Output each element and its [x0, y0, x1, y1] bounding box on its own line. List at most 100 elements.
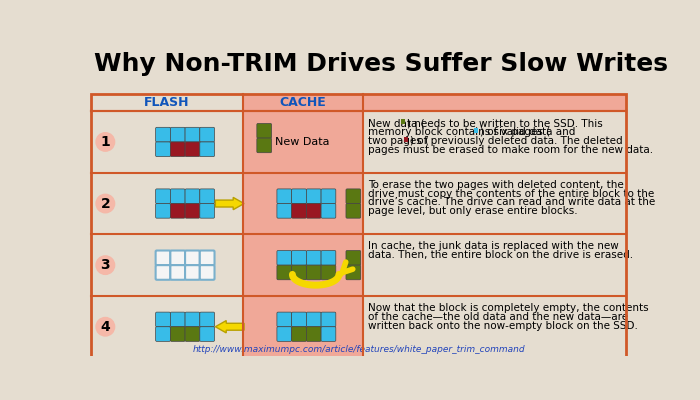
- FancyBboxPatch shape: [155, 204, 170, 218]
- FancyBboxPatch shape: [185, 250, 200, 265]
- Text: 4: 4: [101, 320, 110, 334]
- FancyBboxPatch shape: [277, 189, 292, 204]
- Text: Why Non-TRIM Drives Suffer Slow Writes: Why Non-TRIM Drives Suffer Slow Writes: [94, 52, 668, 76]
- FancyBboxPatch shape: [185, 265, 200, 280]
- FancyBboxPatch shape: [292, 312, 307, 327]
- FancyBboxPatch shape: [185, 312, 200, 327]
- FancyBboxPatch shape: [170, 142, 185, 156]
- FancyBboxPatch shape: [170, 312, 185, 327]
- FancyBboxPatch shape: [199, 312, 214, 327]
- FancyBboxPatch shape: [321, 312, 336, 327]
- Text: ) of valid data and: ) of valid data and: [480, 127, 575, 137]
- FancyBboxPatch shape: [307, 204, 321, 218]
- FancyBboxPatch shape: [170, 265, 185, 280]
- Bar: [92, 94, 626, 358]
- Circle shape: [96, 318, 115, 336]
- FancyBboxPatch shape: [199, 204, 214, 218]
- FancyBboxPatch shape: [199, 189, 214, 204]
- FancyBboxPatch shape: [155, 250, 170, 265]
- FancyBboxPatch shape: [292, 265, 307, 280]
- Text: data. Then, the entire block on the drive is erased.: data. Then, the entire block on the driv…: [368, 250, 634, 260]
- Text: drive’s cache. The drive can read and write data at the: drive’s cache. The drive can read and wr…: [368, 197, 655, 207]
- FancyBboxPatch shape: [199, 327, 214, 341]
- Text: of the cache—the old data and the new data—are: of the cache—the old data and the new da…: [368, 312, 628, 322]
- Text: ) needs to be written to the SSD. This: ) needs to be written to the SSD. This: [407, 118, 603, 128]
- FancyBboxPatch shape: [346, 204, 360, 218]
- FancyBboxPatch shape: [292, 327, 307, 341]
- Text: FLASH: FLASH: [144, 96, 190, 109]
- Text: 1: 1: [101, 135, 110, 149]
- FancyBboxPatch shape: [155, 189, 170, 204]
- FancyBboxPatch shape: [155, 142, 170, 156]
- FancyBboxPatch shape: [170, 250, 185, 265]
- FancyBboxPatch shape: [292, 204, 307, 218]
- FancyBboxPatch shape: [257, 138, 272, 153]
- Text: 3: 3: [101, 258, 110, 272]
- FancyBboxPatch shape: [277, 250, 292, 265]
- FancyBboxPatch shape: [170, 127, 185, 142]
- FancyBboxPatch shape: [185, 127, 200, 142]
- Text: New data (: New data (: [368, 118, 425, 128]
- FancyBboxPatch shape: [170, 204, 185, 218]
- FancyBboxPatch shape: [346, 189, 360, 204]
- FancyBboxPatch shape: [170, 327, 185, 341]
- FancyArrow shape: [216, 197, 244, 210]
- Bar: [92, 94, 242, 358]
- Bar: [404, 137, 408, 142]
- FancyBboxPatch shape: [199, 142, 214, 156]
- FancyBboxPatch shape: [346, 250, 360, 265]
- FancyBboxPatch shape: [185, 142, 200, 156]
- Text: ) of previously deleted data. The deleted: ) of previously deleted data. The delete…: [410, 136, 622, 146]
- Text: Now that the block is completely empty, the contents: Now that the block is completely empty, …: [368, 303, 649, 313]
- Text: pages must be erased to make room for the new data.: pages must be erased to make room for th…: [368, 145, 653, 155]
- FancyBboxPatch shape: [277, 204, 292, 218]
- FancyBboxPatch shape: [346, 265, 360, 280]
- FancyBboxPatch shape: [321, 204, 336, 218]
- FancyBboxPatch shape: [277, 265, 292, 280]
- Text: To erase the two pages with deleted content, the: To erase the two pages with deleted cont…: [368, 180, 624, 190]
- FancyBboxPatch shape: [199, 250, 214, 265]
- FancyBboxPatch shape: [170, 189, 185, 204]
- FancyBboxPatch shape: [321, 189, 336, 204]
- FancyBboxPatch shape: [185, 327, 200, 341]
- Text: two pages (: two pages (: [368, 136, 429, 146]
- FancyBboxPatch shape: [307, 327, 321, 341]
- FancyBboxPatch shape: [277, 327, 292, 341]
- FancyBboxPatch shape: [307, 265, 321, 280]
- Circle shape: [96, 194, 115, 213]
- FancyBboxPatch shape: [321, 250, 336, 265]
- FancyBboxPatch shape: [199, 265, 214, 280]
- Text: New Data: New Data: [275, 137, 330, 147]
- Text: CACHE: CACHE: [279, 96, 326, 109]
- FancyBboxPatch shape: [155, 265, 170, 280]
- FancyBboxPatch shape: [321, 265, 336, 280]
- FancyArrow shape: [216, 320, 244, 333]
- FancyBboxPatch shape: [155, 127, 170, 142]
- Text: In cache, the junk data is replaced with the new: In cache, the junk data is replaced with…: [368, 241, 619, 251]
- FancyBboxPatch shape: [307, 312, 321, 327]
- Text: page level, but only erase entire blocks.: page level, but only erase entire blocks…: [368, 206, 578, 216]
- FancyBboxPatch shape: [185, 204, 200, 218]
- FancyBboxPatch shape: [155, 327, 170, 341]
- FancyBboxPatch shape: [277, 312, 292, 327]
- Bar: [400, 119, 405, 124]
- Text: written back onto the now-empty block on the SSD.: written back onto the now-empty block on…: [368, 320, 638, 330]
- Text: 2: 2: [101, 196, 110, 210]
- Text: http://www.maximumpc.com/article/features/white_paper_trim_command: http://www.maximumpc.com/article/feature…: [193, 345, 525, 354]
- FancyBboxPatch shape: [307, 189, 321, 204]
- FancyBboxPatch shape: [185, 189, 200, 204]
- Bar: [363, 111, 626, 358]
- FancyBboxPatch shape: [257, 124, 272, 138]
- FancyBboxPatch shape: [307, 250, 321, 265]
- Bar: [474, 128, 478, 133]
- FancyBboxPatch shape: [155, 312, 170, 327]
- Bar: [242, 94, 626, 358]
- Circle shape: [96, 133, 115, 151]
- FancyBboxPatch shape: [292, 250, 307, 265]
- FancyBboxPatch shape: [292, 189, 307, 204]
- Circle shape: [96, 256, 115, 274]
- FancyBboxPatch shape: [321, 327, 336, 341]
- FancyBboxPatch shape: [199, 127, 214, 142]
- Text: memory block contains six pages (: memory block contains six pages (: [368, 127, 550, 137]
- Text: drive must copy the contents of the entire block to the: drive must copy the contents of the enti…: [368, 188, 654, 198]
